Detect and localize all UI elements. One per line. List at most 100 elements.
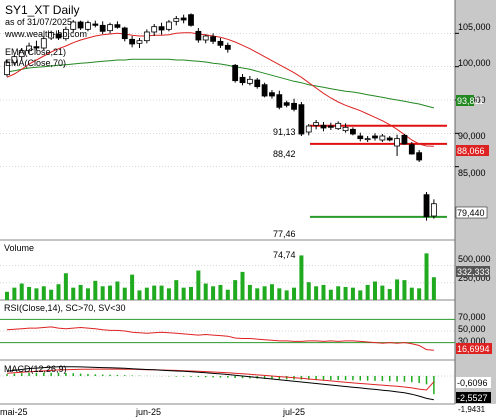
ema70-legend: EMA(Close,70) [5, 58, 66, 68]
volume-bar [218, 284, 223, 300]
volume-bar [5, 291, 9, 300]
candle-body [327, 125, 334, 128]
candle-body [33, 46, 40, 49]
price-tag-close: 79,440 [455, 206, 488, 219]
candle-body [423, 194, 430, 218]
candle-body [77, 21, 84, 29]
volume-bar [409, 287, 414, 300]
candle-body [121, 27, 128, 40]
candle-body [254, 79, 261, 88]
price-tick-label: 100,000 [458, 58, 491, 68]
rsi-panel-title: RSI(Close,14), SC>70, SV<30 [4, 303, 126, 313]
volume-tick-label: 250,000 [458, 273, 491, 283]
volume-bar [225, 289, 230, 300]
volume-bar [115, 281, 120, 300]
candle [107, 22, 113, 34]
candle [202, 34, 209, 44]
candle-body [261, 84, 268, 97]
volume-bars [5, 253, 436, 300]
candle-body [394, 138, 400, 147]
volume-bar [56, 284, 61, 300]
volume-bar [174, 280, 179, 300]
candle-body [298, 104, 305, 135]
volume-bar [203, 283, 208, 300]
volume-bar [108, 285, 113, 300]
candle [143, 29, 150, 44]
candle [335, 121, 342, 130]
candle [224, 42, 231, 53]
candle-body [269, 92, 275, 97]
candle [239, 74, 246, 86]
candle [151, 24, 158, 36]
volume-bar [19, 283, 24, 300]
candle-body [283, 102, 290, 106]
x-axis-label: jun-25 [135, 407, 161, 417]
rsi-line [6, 326, 434, 351]
candle-body [320, 124, 327, 129]
candle-body [107, 24, 113, 32]
candle [62, 26, 69, 41]
candle-body [232, 64, 239, 82]
candle-body [180, 17, 187, 21]
candle-body [217, 40, 224, 46]
candle [423, 192, 430, 221]
site-label: www.wealth-lab.com [4, 29, 87, 39]
candle-body [416, 152, 423, 161]
volume-bar [299, 255, 304, 300]
volume-bar [431, 277, 436, 300]
volume-tick-label: 500,000 [458, 254, 491, 264]
volume-bar [321, 284, 326, 300]
svg-text:88,066: 88,066 [457, 146, 485, 156]
candle [261, 82, 268, 98]
candle [408, 142, 415, 155]
candle [77, 20, 84, 30]
candle [364, 136, 371, 142]
volume-bar [269, 284, 274, 300]
candle [158, 22, 165, 35]
as-of-date: as of 31/07/2025 [5, 17, 72, 27]
macd-line [6, 366, 434, 401]
candle [327, 122, 334, 130]
volume-bar [189, 286, 193, 300]
candle [195, 28, 202, 43]
price-tick-label: 105,000 [458, 22, 491, 32]
volume-bar [63, 273, 68, 300]
volume-bar [166, 288, 171, 300]
volume-bar [233, 280, 238, 300]
volume-bar [196, 270, 201, 300]
candle [166, 20, 172, 32]
candle [55, 30, 62, 40]
candle-body [291, 102, 297, 110]
volume-bar [336, 286, 341, 300]
candle-body [372, 135, 378, 139]
candle-body [55, 33, 62, 39]
volume-bar [93, 280, 98, 300]
candle-body [364, 138, 371, 141]
candle [180, 14, 187, 24]
macd-signal-tag: -0,6096 [456, 377, 491, 388]
volume-bar [49, 289, 54, 300]
candle [188, 13, 194, 27]
volume-bar [137, 290, 142, 300]
candle-body [202, 35, 209, 41]
candle-body [129, 38, 136, 45]
candle-body [70, 21, 77, 30]
level-label-mid: 88,42 [273, 149, 296, 159]
candle [291, 98, 297, 112]
candle-body [62, 28, 69, 40]
candle-body [379, 135, 386, 141]
candle [342, 123, 349, 133]
candle-body [224, 44, 231, 50]
candle [40, 36, 47, 50]
ema21-line [6, 32, 434, 147]
candle [232, 64, 239, 83]
candle-body [188, 14, 194, 26]
level-label-low: 77,46 [273, 229, 296, 239]
candle [313, 120, 320, 130]
volume-bar [27, 286, 32, 300]
candle [386, 136, 393, 142]
volume-bar [12, 287, 17, 300]
candle-body [276, 94, 283, 108]
candle [269, 90, 275, 99]
ema-lines [6, 32, 435, 147]
